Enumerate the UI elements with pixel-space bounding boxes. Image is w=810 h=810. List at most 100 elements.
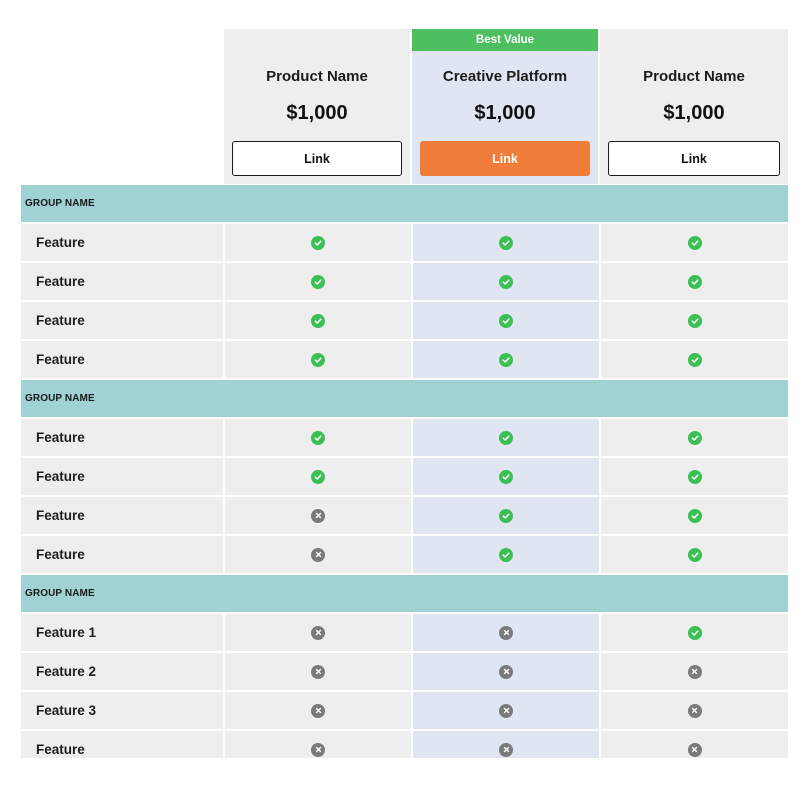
feature-value-cell: [601, 458, 788, 495]
cross-icon: [499, 742, 513, 757]
check-icon: [499, 274, 513, 289]
check-icon: [687, 508, 702, 523]
feature-value-cell: [225, 536, 411, 573]
plan-link-button[interactable]: Link: [420, 141, 590, 176]
plan-price: $1,000: [663, 102, 725, 124]
check-icon: [687, 547, 702, 562]
plan-column-2: Best Value Creative Platform $1,000 Link: [412, 29, 598, 184]
feature-value-cell: [601, 224, 788, 261]
feature-value-cell: [225, 419, 411, 456]
check-icon: [499, 469, 513, 484]
plan-column-3: Product Name $1,000 Link: [600, 29, 788, 184]
feature-value-cell: [413, 653, 599, 690]
feature-label: Feature: [21, 224, 223, 261]
check-icon: [311, 235, 325, 250]
plan-column-1: Product Name $1,000 Link: [224, 29, 410, 184]
best-value-badge: Best Value: [412, 29, 598, 51]
cross-icon: [687, 703, 702, 718]
check-icon: [687, 625, 702, 640]
feature-value-cell: [225, 653, 411, 690]
check-icon: [311, 313, 325, 328]
feature-label: Feature: [21, 302, 223, 339]
feature-value-cell: [601, 341, 788, 378]
check-icon: [499, 235, 513, 250]
feature-row: Feature: [21, 497, 788, 534]
feature-row: Feature 1: [21, 614, 788, 651]
feature-value-cell: [601, 653, 788, 690]
feature-value-cell: [413, 692, 599, 729]
feature-value-cell: [601, 419, 788, 456]
feature-value-cell: [601, 692, 788, 729]
cross-icon: [311, 547, 325, 562]
feature-row: Feature: [21, 458, 788, 495]
check-icon: [311, 274, 325, 289]
feature-value-cell: [413, 731, 599, 758]
plan-name: Product Name: [266, 68, 368, 85]
feature-label: Feature: [21, 536, 223, 573]
check-icon: [499, 313, 513, 328]
pricing-comparison-table: Product Name $1,000 Link Best Value Crea…: [21, 29, 788, 758]
cross-icon: [311, 625, 325, 640]
feature-row: Feature: [21, 536, 788, 573]
feature-value-cell: [225, 731, 411, 758]
feature-row: Feature: [21, 302, 788, 339]
feature-value-cell: [413, 263, 599, 300]
feature-value-cell: [225, 263, 411, 300]
plan-name: Product Name: [643, 68, 745, 85]
check-icon: [311, 430, 325, 445]
feature-label: Feature 2: [21, 653, 223, 690]
check-icon: [499, 547, 513, 562]
group-header: GROUP NAME: [21, 575, 788, 612]
plans-header: Product Name $1,000 Link Best Value Crea…: [21, 29, 788, 184]
feature-row: Feature 3: [21, 692, 788, 729]
feature-value-cell: [225, 224, 411, 261]
feature-row: Feature: [21, 263, 788, 300]
feature-label: Feature: [21, 419, 223, 456]
feature-value-cell: [413, 614, 599, 651]
feature-value-cell: [225, 692, 411, 729]
feature-value-cell: [413, 341, 599, 378]
check-icon: [499, 430, 513, 445]
check-icon: [499, 352, 513, 367]
feature-value-cell: [225, 341, 411, 378]
feature-value-cell: [601, 497, 788, 534]
feature-value-cell: [601, 263, 788, 300]
cross-icon: [499, 625, 513, 640]
feature-value-cell: [413, 536, 599, 573]
check-icon: [499, 508, 513, 523]
cross-icon: [499, 664, 513, 679]
feature-value-cell: [225, 302, 411, 339]
feature-label: Feature: [21, 341, 223, 378]
feature-value-cell: [413, 302, 599, 339]
cross-icon: [311, 742, 325, 757]
feature-label: Feature 3: [21, 692, 223, 729]
feature-value-cell: [225, 497, 411, 534]
feature-row: Feature 2: [21, 653, 788, 690]
cross-icon: [687, 742, 702, 757]
feature-value-cell: [601, 614, 788, 651]
plan-link-button[interactable]: Link: [608, 141, 780, 176]
feature-label: Feature: [21, 497, 223, 534]
feature-row: Feature: [21, 341, 788, 378]
feature-label: Feature: [21, 731, 223, 758]
feature-value-cell: [601, 302, 788, 339]
feature-value-cell: [413, 497, 599, 534]
check-icon: [311, 469, 325, 484]
group-header: GROUP NAME: [21, 380, 788, 417]
plan-link-button[interactable]: Link: [232, 141, 402, 176]
feature-label: Feature 1: [21, 614, 223, 651]
check-icon: [687, 430, 702, 445]
check-icon: [687, 235, 702, 250]
group-header: GROUP NAME: [21, 185, 788, 222]
feature-value-cell: [413, 224, 599, 261]
feature-value-cell: [601, 731, 788, 758]
feature-row: Feature: [21, 224, 788, 261]
cross-icon: [311, 703, 325, 718]
cross-icon: [311, 664, 325, 679]
cross-icon: [687, 664, 702, 679]
feature-value-cell: [225, 614, 411, 651]
feature-label: Feature: [21, 263, 223, 300]
feature-row: Feature: [21, 731, 788, 758]
feature-value-cell: [413, 419, 599, 456]
check-icon: [687, 352, 702, 367]
